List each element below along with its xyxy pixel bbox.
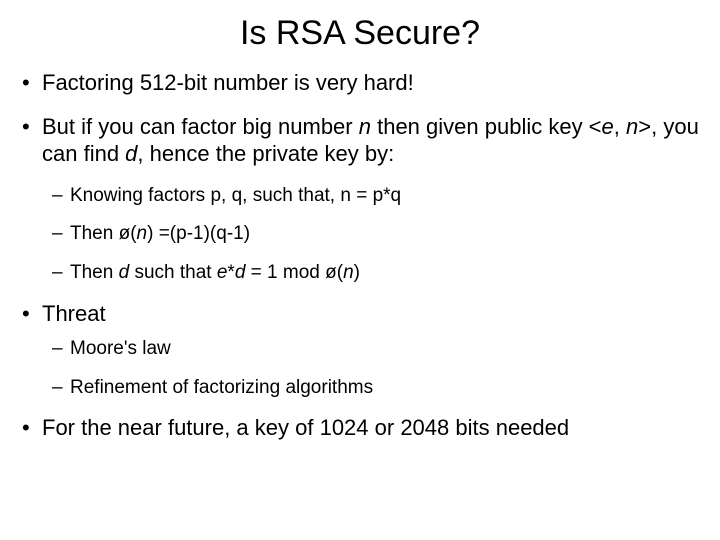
sub-d-mod: Then d such that e*d = 1 mod ø(n) [18, 261, 702, 286]
text-frag: , [614, 114, 626, 139]
var-n: n [359, 114, 371, 139]
var-e: e [602, 114, 614, 139]
sub-phi-n: Then ø(n) =(p-1)(q-1) [18, 222, 702, 247]
bullet-text: Threat [42, 301, 106, 326]
sub-moores-law: Moore's law [18, 337, 702, 362]
bullet-factoring-hard: Factoring 512-bit number is very hard! [18, 69, 702, 97]
text-frag: ) [354, 262, 360, 283]
text-frag: Moore's law [70, 338, 171, 359]
text-frag: = 1 mod ø( [245, 262, 343, 283]
var-e: e [217, 262, 228, 283]
var-n: n [343, 262, 354, 283]
slide-title: Is RSA Secure? [18, 14, 702, 53]
text-frag: then given public key < [371, 114, 602, 139]
var-n: n [137, 223, 148, 244]
text-frag: Then ø( [70, 223, 137, 244]
text-frag: * [227, 262, 234, 283]
text-frag: Refinement of factorizing algorithms [70, 377, 373, 398]
bullet-text: For the near future, a key of 1024 or 20… [42, 415, 569, 440]
bullet-key-size: For the near future, a key of 1024 or 20… [18, 414, 702, 442]
text-frag: ) =(p-1)(q-1) [147, 223, 250, 244]
sub-knowing-factors: Knowing factors p, q, such that, n = p*q [18, 184, 702, 209]
text-frag: Then [70, 262, 119, 283]
text-frag: Knowing factors p, q, such that, n = p*q [70, 185, 401, 206]
text-frag: , hence the private key by: [137, 141, 394, 166]
bullet-list: Factoring 512-bit number is very hard! B… [18, 69, 702, 442]
bullet-threat: Threat [18, 300, 702, 328]
text-frag: But if you can factor big number [42, 114, 359, 139]
text-frag: such that [129, 262, 217, 283]
var-d: d [235, 262, 246, 283]
bullet-factor-n: But if you can factor big number n then … [18, 113, 702, 168]
bullet-text: Factoring 512-bit number is very hard! [42, 70, 414, 95]
var-d: d [125, 141, 137, 166]
var-d: d [119, 262, 130, 283]
sub-refinement: Refinement of factorizing algorithms [18, 376, 702, 401]
var-n: n [626, 114, 638, 139]
